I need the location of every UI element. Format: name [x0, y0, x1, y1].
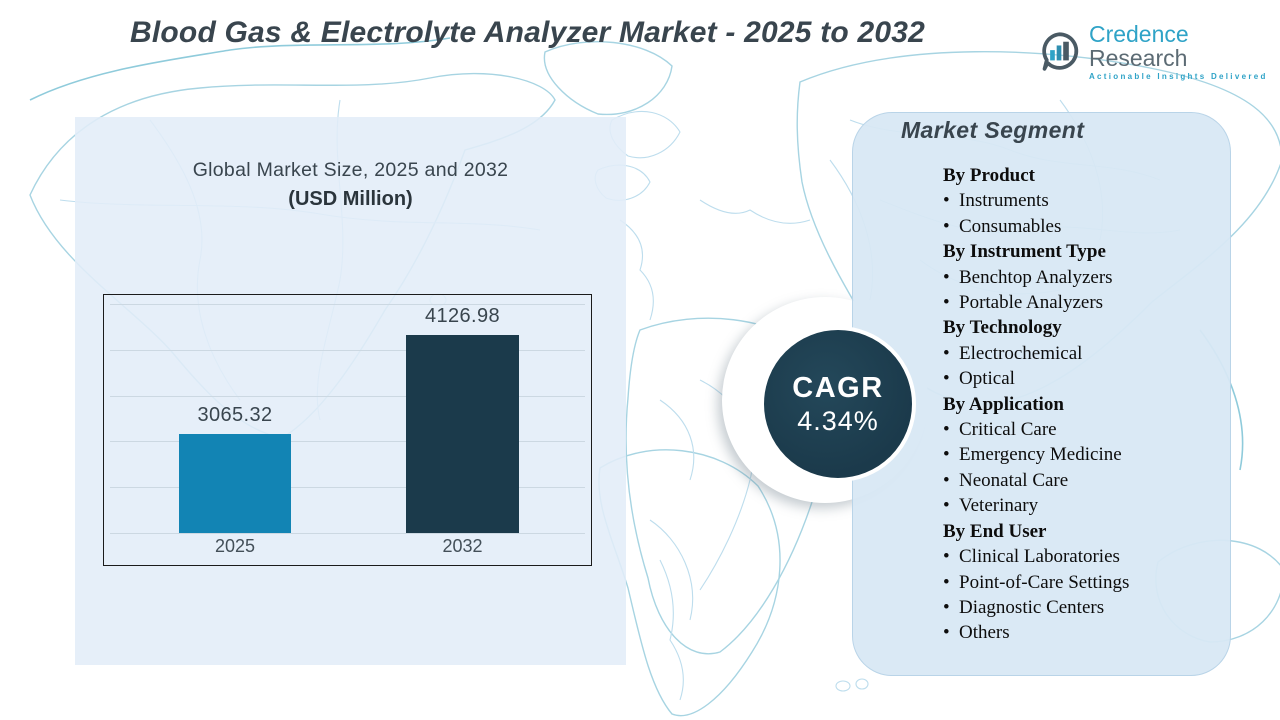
cagr-badge: CAGR 4.34% [760, 326, 916, 482]
chart-title: Global Market Size, 2025 and 2032 [192, 159, 509, 181]
segment-group-header: By Instrument Type [943, 241, 1106, 263]
brand-name: Credence Research [1089, 22, 1280, 70]
bullet-icon: • [943, 215, 950, 237]
segment-item: • Emergency Medicine [943, 442, 1218, 467]
chart-subtitle: (USD Million) [288, 188, 413, 210]
segment-item: • Optical [943, 366, 1218, 391]
bullet-icon: • [943, 292, 950, 314]
segment-group-header: By Product [943, 165, 1036, 186]
bullet-icon: • [943, 419, 950, 441]
segment-item: • Point-of-Care Settings [943, 570, 1218, 595]
gridline [110, 395, 585, 397]
segment-list: By Product • Instruments • Consumables By Ins… [943, 163, 1218, 646]
bar-category-label: 2032 [442, 536, 483, 556]
segment-item: • Critical Care [943, 417, 1218, 442]
segment-item: • Clinical Laboratories [943, 544, 1218, 569]
bullet-icon: • [943, 368, 950, 390]
bullet-icon: • [943, 495, 950, 517]
bullet-icon: • [943, 266, 950, 288]
segment-item: • Electrochemical [943, 341, 1218, 366]
segment-group-header: By End User [943, 520, 1047, 542]
bar-2032 [406, 335, 519, 533]
bullet-icon: • [943, 469, 950, 491]
bar-category-label: 2025 [214, 536, 256, 556]
segment-item: • Portable Analyzers [943, 290, 1218, 315]
bullet-icon: • [943, 190, 950, 212]
bar-2025 [179, 434, 291, 533]
bar-chart-plot: 3065.32 2025 4126.98 2032 [103, 294, 592, 566]
bullet-icon: • [943, 622, 950, 644]
bullet-icon: • [943, 342, 950, 364]
segment-item: • Others [943, 620, 1218, 645]
cagr-label: CAGR [792, 372, 884, 404]
gridline [110, 304, 585, 305]
gridline [110, 349, 585, 351]
cagr-value: 4.34% [797, 406, 879, 436]
bullet-icon: • [943, 571, 950, 593]
segment-item: • Consumables [943, 214, 1218, 239]
bullet-icon: • [943, 444, 950, 466]
brand-name-primary: Credence [1088, 21, 1189, 47]
page-title: Blood Gas & Electrolyte Analyzer Market … [130, 16, 925, 49]
segment-group-header: By Technology [943, 317, 1062, 339]
gridline [110, 533, 585, 534]
brand-name-secondary: Research [1088, 45, 1188, 71]
brand-tagline: Actionable Insights Delivered [1088, 72, 1268, 81]
brand-logo: Credence Research Actionable Insights De… [1038, 22, 1280, 81]
segment-item: • Neonatal Care [943, 468, 1218, 493]
segment-item: • Diagnostic Centers [943, 595, 1218, 620]
bullet-icon: • [943, 546, 950, 568]
segment-item: • Instruments [943, 188, 1218, 213]
segment-item: • Veterinary [943, 493, 1218, 518]
bar-chart-bubble-icon [1042, 31, 1079, 71]
bullet-icon: • [943, 596, 950, 618]
bar-value-label: 4126.98 [424, 305, 501, 327]
segment-item: • Benchtop Analyzers [943, 265, 1218, 290]
bar-value-label: 3065.32 [197, 404, 273, 426]
segment-group-header: By Application [943, 393, 1064, 415]
gridline [110, 487, 585, 489]
chart-panel: Global Market Size, 2025 and 2032 (USD M… [75, 117, 626, 665]
gridline [110, 441, 585, 443]
market-segment-title: Market Segment [901, 117, 1085, 143]
